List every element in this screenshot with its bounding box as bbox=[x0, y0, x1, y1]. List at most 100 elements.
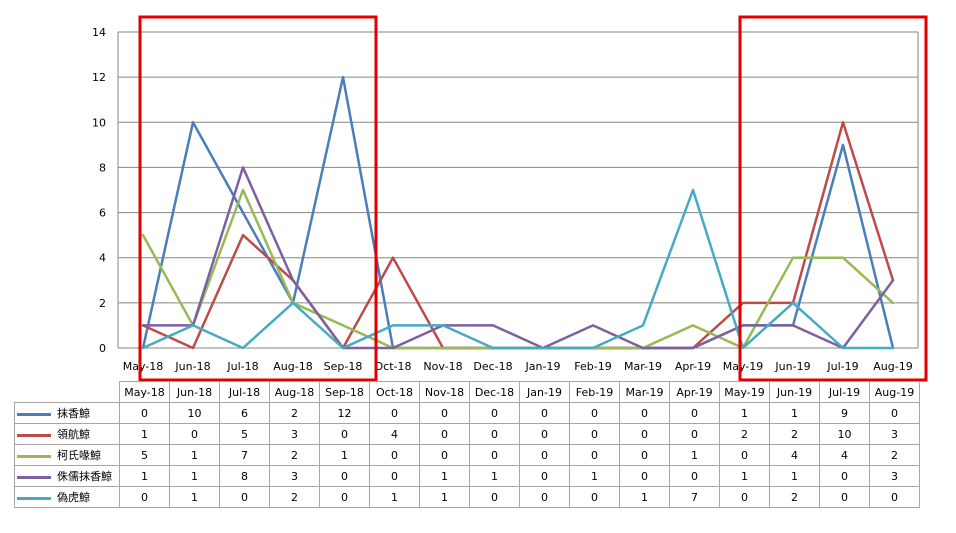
table-column-header: Jan-19 bbox=[519, 381, 570, 403]
table-cell: 0 bbox=[569, 444, 620, 466]
table-cell: 0 bbox=[569, 423, 620, 445]
table-column-header: Mar-19 bbox=[619, 381, 670, 403]
legend-label: 領航鯨 bbox=[57, 428, 90, 441]
table-cell: 1 bbox=[169, 465, 220, 487]
table-header-row: May-18 Jun-18 Jul-18 Aug-18 Sep-18 Oct-18 Nov-… bbox=[14, 381, 920, 403]
table-row: 偽虎鯨 0 1 0 2 0 1 1 0 0 0 1 7 0 2 0 0 bbox=[14, 486, 920, 508]
table-cell: 0 bbox=[519, 486, 570, 508]
table-cell: 1 bbox=[319, 444, 370, 466]
table-cell: 0 bbox=[619, 444, 670, 466]
table-column-header: Jul-18 bbox=[219, 381, 270, 403]
table-cell: 0 bbox=[369, 444, 420, 466]
data-table: May-18 Jun-18 Jul-18 Aug-18 Sep-18 Oct-18 Nov-… bbox=[14, 381, 920, 508]
table-cell: 9 bbox=[819, 402, 870, 424]
table-row: 抹香鯨 0 10 6 2 12 0 0 0 0 0 0 0 1 1 9 0 bbox=[14, 402, 920, 424]
legend-entry: 領航鯨 bbox=[14, 423, 120, 445]
table-cell: 1 bbox=[419, 486, 470, 508]
x-tick-label: Apr-19 bbox=[675, 360, 711, 373]
table-cell: 0 bbox=[869, 402, 920, 424]
x-axis-tick-labels: May-18 Jun-18 Jul-18 Aug-18 Sep-18 Oct-18 Nov-… bbox=[123, 360, 913, 373]
table-cell: 0 bbox=[119, 486, 170, 508]
table-cell: 2 bbox=[269, 486, 320, 508]
table-cell: 5 bbox=[119, 444, 170, 466]
table-cell: 1 bbox=[719, 402, 770, 424]
table-cell: 7 bbox=[219, 444, 270, 466]
table-column-header: Jul-19 bbox=[819, 381, 870, 403]
table-cell: 0 bbox=[369, 465, 420, 487]
x-tick-label: Aug-18 bbox=[273, 360, 312, 373]
y-tick-label: 14 bbox=[92, 26, 106, 39]
table-cell: 0 bbox=[419, 423, 470, 445]
legend-label: 侏儒抹香鯨 bbox=[57, 470, 112, 483]
table-cell: 0 bbox=[619, 465, 670, 487]
table-cell: 0 bbox=[619, 423, 670, 445]
table-cell: 4 bbox=[769, 444, 820, 466]
table-cell: 10 bbox=[819, 423, 870, 445]
table-cell: 0 bbox=[469, 486, 520, 508]
y-tick-label: 0 bbox=[99, 342, 106, 355]
table-cell: 0 bbox=[619, 402, 670, 424]
table-cell: 0 bbox=[669, 465, 720, 487]
y-tick-label: 10 bbox=[92, 116, 106, 129]
y-tick-label: 4 bbox=[99, 252, 106, 265]
x-tick-label: Oct-18 bbox=[375, 360, 412, 373]
legend-key bbox=[17, 433, 51, 437]
table-cell: 0 bbox=[319, 465, 370, 487]
table-cell: 0 bbox=[519, 444, 570, 466]
table-cell: 3 bbox=[869, 465, 920, 487]
x-tick-label: Mar-19 bbox=[624, 360, 662, 373]
highlight-boxes bbox=[138, 15, 928, 382]
table-cell: 0 bbox=[519, 465, 570, 487]
series-line-5 bbox=[141, 188, 895, 350]
legend-entry: 柯氏喙鯨 bbox=[14, 444, 120, 466]
table-cell: 0 bbox=[869, 486, 920, 508]
legend-key bbox=[17, 475, 51, 479]
table-cell: 0 bbox=[819, 465, 870, 487]
series-lines bbox=[141, 75, 895, 350]
table-cell: 0 bbox=[719, 444, 770, 466]
x-tick-label: Sep-18 bbox=[324, 360, 363, 373]
x-tick-label: Jul-18 bbox=[226, 360, 258, 373]
table-cell: 10 bbox=[169, 402, 220, 424]
table-cell: 0 bbox=[519, 423, 570, 445]
y-tick-label: 6 bbox=[99, 207, 106, 220]
legend-key bbox=[17, 454, 51, 458]
x-tick-label: Feb-19 bbox=[574, 360, 611, 373]
table-cell: 0 bbox=[469, 444, 520, 466]
table-cell: 0 bbox=[819, 486, 870, 508]
x-tick-label: Jun-18 bbox=[174, 360, 210, 373]
table-cell: 1 bbox=[169, 444, 220, 466]
table-cell: 0 bbox=[169, 423, 220, 445]
legend-label: 偽虎鯨 bbox=[57, 491, 90, 504]
x-tick-label: May-19 bbox=[723, 360, 764, 373]
table-cell: 1 bbox=[469, 465, 520, 487]
table-cell: 1 bbox=[769, 465, 820, 487]
table-cell: 5 bbox=[219, 423, 270, 445]
table-column-header: Jun-18 bbox=[169, 381, 220, 403]
x-tick-label: Dec-18 bbox=[473, 360, 512, 373]
table-cell: 0 bbox=[569, 486, 620, 508]
x-tick-label: Jan-19 bbox=[525, 360, 561, 373]
table-row: 侏儒抹香鯨 1 1 8 3 0 0 1 1 0 1 0 0 1 1 0 3 bbox=[14, 465, 920, 487]
highlight-box-2 bbox=[738, 15, 928, 382]
table-column-header: Nov-18 bbox=[419, 381, 470, 403]
table-column-header: Jun-19 bbox=[769, 381, 820, 403]
table-cell: 1 bbox=[119, 423, 170, 445]
table-cell: 0 bbox=[669, 402, 720, 424]
table-cell: 0 bbox=[519, 402, 570, 424]
table-cell: 8 bbox=[219, 465, 270, 487]
table-cell: 0 bbox=[719, 486, 770, 508]
table-cell: 0 bbox=[419, 402, 470, 424]
table-row: 柯氏喙鯨 5 1 7 2 1 0 0 0 0 0 0 1 0 4 4 2 bbox=[14, 444, 920, 466]
table-cell: 1 bbox=[619, 486, 670, 508]
gridlines bbox=[117, 31, 919, 349]
table-column-header: Aug-19 bbox=[869, 381, 920, 403]
table-cell: 3 bbox=[269, 423, 320, 445]
line-chart: 0 2 4 6 8 10 12 14 May-18 Jun-18 Jul-18 Aug-18 Sep-… bbox=[92, 15, 928, 382]
table-cell: 1 bbox=[719, 465, 770, 487]
x-tick-label: Jul-19 bbox=[826, 360, 858, 373]
table-corner bbox=[14, 381, 120, 403]
table-cell: 2 bbox=[769, 423, 820, 445]
table-column-header: Oct-18 bbox=[369, 381, 420, 403]
table-cell: 1 bbox=[169, 486, 220, 508]
